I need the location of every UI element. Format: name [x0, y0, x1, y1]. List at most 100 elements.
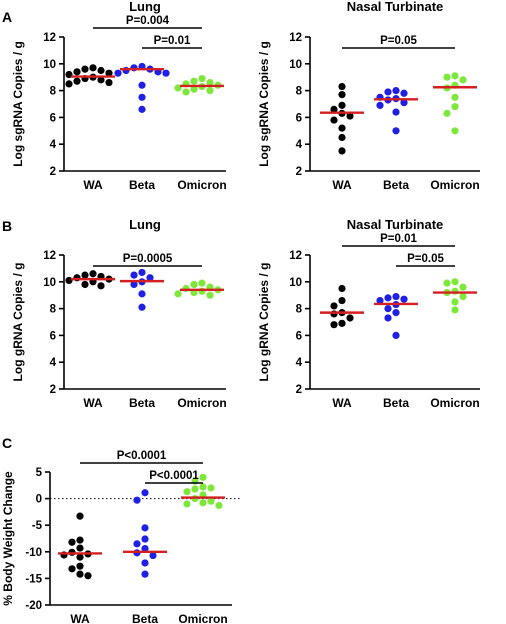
data-point-wa: [346, 112, 354, 120]
data-point-omicron: [182, 88, 190, 96]
data-point-beta: [146, 274, 154, 282]
data-point-omicron: [207, 484, 215, 492]
x-category-label: Omicron: [178, 612, 227, 624]
y-tick-label: -5: [32, 520, 43, 532]
data-point-wa: [330, 302, 338, 310]
x-category-label: Beta: [129, 396, 155, 410]
data-point-omicron: [451, 93, 459, 101]
y-tick-label: 2: [50, 166, 56, 178]
data-point-omicron: [190, 280, 198, 289]
data-point-omicron: [443, 109, 451, 117]
panel-label-C: C: [2, 435, 12, 451]
y-axis-title: Log sgRNA Copies / g: [257, 41, 271, 167]
data-point-beta: [392, 108, 400, 116]
y-tick-label: 12: [43, 32, 56, 44]
data-point-beta: [400, 99, 408, 107]
p-value-label: P<0.0001: [149, 470, 199, 482]
data-point-omicron: [199, 499, 207, 507]
data-point-wa: [346, 314, 354, 322]
y-tick-label: 8: [296, 304, 303, 316]
y-tick-label: 12: [289, 250, 302, 262]
x-category-label: WA: [83, 396, 103, 410]
data-point-omicron: [191, 485, 199, 493]
data-point-wa: [65, 276, 73, 285]
data-point-wa: [84, 572, 92, 580]
data-point-beta: [384, 305, 392, 313]
x-category-label: Beta: [132, 612, 158, 624]
data-point-wa: [76, 553, 84, 561]
data-point-wa: [76, 562, 84, 570]
y-tick-label: -15: [25, 573, 42, 585]
data-point-omicron: [443, 73, 451, 81]
data-point-wa: [330, 105, 338, 113]
data-point-omicron: [183, 488, 191, 496]
data-point-beta: [392, 331, 400, 339]
y-tick-label: 4: [50, 139, 57, 151]
x-category-label: Beta: [383, 396, 409, 410]
data-point-beta: [138, 290, 146, 298]
data-point-wa: [81, 280, 89, 289]
data-point-omicron: [206, 291, 214, 299]
data-point-omicron: [451, 72, 459, 80]
y-tick-label: 4: [296, 357, 303, 369]
y-axis-title: Log gRNA Copies / g: [257, 263, 271, 382]
y-tick-label: 2: [296, 384, 302, 396]
data-point-wa: [97, 76, 105, 84]
y-tick-label: 6: [296, 330, 302, 342]
data-point-beta: [384, 294, 392, 302]
data-point-wa: [65, 80, 73, 88]
y-tick-label: 6: [296, 112, 302, 124]
data-point-beta: [384, 88, 392, 96]
data-point-wa: [330, 321, 338, 329]
data-point-omicron: [459, 283, 467, 291]
data-point-omicron: [451, 127, 459, 135]
y-tick-label: 0: [36, 494, 42, 506]
y-tick-label: 6: [50, 112, 56, 124]
y-tick-label: 10: [43, 277, 56, 289]
data-point-wa: [338, 319, 346, 327]
p-value-label: P=0.01: [380, 233, 417, 245]
data-point-omicron: [174, 290, 182, 298]
data-point-wa: [330, 116, 338, 124]
data-point-beta: [400, 89, 408, 97]
data-point-wa: [73, 77, 81, 85]
y-tick-label: -10: [25, 547, 42, 559]
data-point-wa: [76, 536, 84, 544]
x-category-label: Omicron: [430, 396, 479, 410]
y-tick-label: 2: [50, 384, 56, 396]
data-point-wa: [76, 512, 84, 520]
data-point-omicron: [451, 103, 459, 111]
data-point-wa: [338, 82, 346, 91]
x-category-label: WA: [70, 612, 90, 624]
data-point-wa: [73, 68, 81, 76]
chart-C-weight: C 5 0 -5 -10 -15 -20 % Body Weight Change WA Beta…: [1, 435, 240, 624]
data-point-omicron: [183, 500, 191, 508]
data-point-omicron: [198, 74, 206, 83]
data-point-beta: [392, 87, 400, 95]
data-point-beta: [133, 496, 141, 504]
data-point-omicron: [190, 85, 198, 93]
data-point-wa: [97, 66, 105, 75]
data-point-beta: [138, 303, 146, 311]
y-axis-title: Log sgRNA Copies / g: [11, 41, 25, 167]
data-point-wa: [338, 101, 346, 109]
data-point-omicron: [206, 78, 214, 87]
x-category-label: Omicron: [177, 396, 226, 410]
data-point-omicron: [199, 473, 207, 481]
data-point-wa: [89, 270, 97, 278]
data-point-beta: [384, 314, 392, 322]
data-point-omicron: [451, 298, 459, 306]
chart-A-lung: A Lung 2 4 6 8 10 12 Log sgRNA Copies / g WA Beta O…: [2, 0, 227, 192]
p-value-label: P<0.0001: [117, 450, 167, 462]
data-point-omicron: [451, 306, 459, 314]
x-category-label: WA: [332, 396, 352, 410]
chart-title: Nasal Turbinate: [347, 0, 444, 14]
data-point-omicron: [190, 77, 198, 85]
data-point-beta: [392, 292, 400, 301]
data-point-wa: [105, 78, 113, 87]
data-point-wa: [338, 296, 346, 305]
data-point-wa: [68, 538, 76, 546]
p-value-label: P=0.0005: [123, 253, 173, 265]
data-point-beta: [392, 309, 400, 317]
